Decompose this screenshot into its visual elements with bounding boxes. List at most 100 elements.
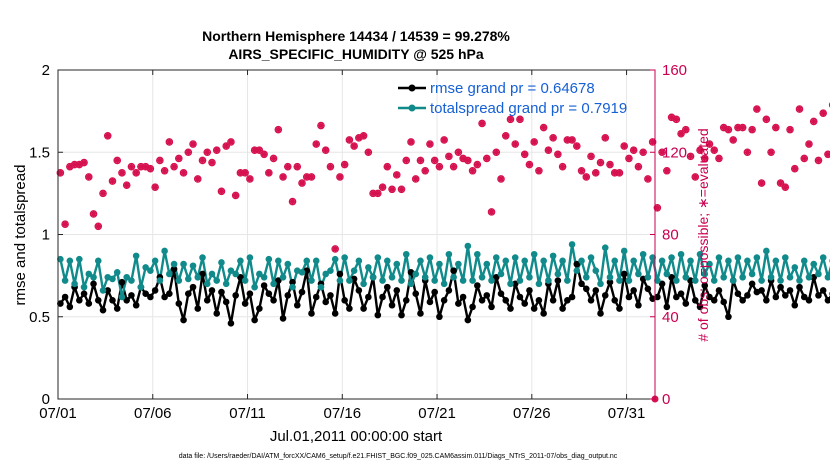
obs-evaluated-marker — [146, 165, 154, 173]
totalspread-point — [275, 257, 282, 265]
totalspread-point — [748, 270, 756, 278]
obs-evaluated-marker — [402, 157, 410, 164]
totalspread-point — [180, 260, 187, 268]
obs-evaluated-marker — [274, 126, 282, 134]
totalspread-point — [218, 259, 225, 266]
y-tick-label-right: 160 — [662, 62, 687, 79]
obs-evaluated-marker — [796, 105, 803, 113]
obs-evaluated-marker — [345, 136, 353, 144]
obs-evaluated-marker — [502, 132, 510, 140]
obs-evaluated-marker — [805, 140, 813, 148]
rmse-point — [620, 270, 628, 278]
obs-evaluated-asterisk — [156, 157, 164, 164]
totalspread-point — [824, 273, 830, 281]
rmse-point — [109, 297, 116, 304]
totalspread-point — [630, 257, 637, 265]
x-axis-label: Jul.01,2011 00:00:00 start — [270, 428, 443, 445]
totalspread-point — [398, 277, 405, 284]
obs-evaluated-asterisk — [137, 163, 145, 171]
y-tick-label-left: 2 — [42, 62, 50, 79]
totalspread-point — [57, 255, 64, 263]
obs-evaluated-marker — [312, 140, 320, 148]
obs-evaluated-marker — [649, 138, 657, 146]
obs-evaluated-asterisk — [781, 183, 789, 191]
totalspread-point — [312, 257, 320, 265]
obs-evaluated-marker — [232, 192, 240, 199]
obs-evaluated-marker — [308, 173, 315, 181]
obs-evaluated-asterisk — [75, 161, 83, 168]
rmse-point — [739, 297, 746, 304]
totalspread-point — [677, 250, 685, 258]
obs-evaluated-asterisk — [469, 167, 476, 175]
obs-evaluated-marker — [743, 148, 751, 156]
obs-evaluated-asterisk — [165, 138, 173, 146]
rmse-point — [132, 301, 140, 309]
obs-evaluated-marker — [473, 161, 481, 168]
y-tick-label-right: 120 — [662, 144, 687, 161]
totalspread-point — [649, 254, 656, 261]
rmse-point — [118, 278, 126, 286]
totalspread-point — [819, 254, 827, 261]
obs-evaluated-asterisk — [478, 120, 486, 127]
obs-evaluated-marker — [170, 163, 178, 171]
totalspread-point — [502, 257, 510, 265]
obs-evaluated-asterisk — [445, 152, 453, 160]
obs-evaluated-asterisk — [379, 183, 386, 191]
rmse-point — [772, 293, 780, 301]
obs-evaluated-asterisk — [582, 173, 590, 181]
obs-evaluated-asterisk — [549, 134, 557, 142]
obs-evaluated-asterisk — [450, 163, 458, 171]
rmse-point — [696, 303, 704, 311]
obs-evaluated-asterisk — [241, 169, 249, 177]
rmse-point — [701, 282, 709, 289]
obs-evaluated-marker — [379, 183, 386, 191]
obs-evaluated-marker — [293, 163, 301, 171]
totalspread-point — [199, 254, 206, 261]
obs-evaluated-asterisk — [161, 167, 169, 175]
obs-evaluated-marker — [696, 146, 704, 154]
rmse-point — [431, 288, 438, 296]
rmse-point — [85, 300, 93, 307]
totalspread-point — [554, 270, 562, 278]
obs-evaluated-asterisk — [635, 163, 642, 171]
obs-evaluated-marker — [568, 136, 576, 144]
rmse-point — [189, 283, 197, 291]
rmse-point — [611, 297, 619, 304]
obs-evaluated-asterisk — [393, 171, 401, 179]
rmse-point — [800, 293, 808, 301]
totalspread-point — [436, 260, 443, 268]
obs-evaluated-marker — [578, 167, 585, 175]
obs-evaluated-asterisk — [824, 150, 830, 158]
obs-evaluated-asterisk — [80, 159, 88, 166]
totalspread-point — [194, 273, 202, 281]
totalspread-point — [710, 277, 718, 284]
rmse-point — [521, 300, 529, 307]
rmse-point — [213, 310, 221, 317]
totalspread-point — [208, 270, 216, 278]
obs-evaluated-marker — [677, 130, 685, 138]
obs-evaluated-asterisk — [128, 163, 135, 171]
totalspread-point — [791, 264, 799, 271]
x-tick-label: 07/01 — [39, 405, 77, 422]
obs-evaluated-marker — [350, 142, 358, 150]
obs-evaluated-asterisk — [360, 132, 368, 140]
totalspread-point — [417, 257, 424, 265]
totalspread-point — [739, 273, 746, 281]
totalspread-point — [222, 280, 230, 288]
obs-evaluated-asterisk — [246, 175, 254, 183]
totalspread-point — [521, 257, 529, 265]
obs-evaluated-marker — [459, 155, 467, 162]
rmse-point — [464, 316, 472, 324]
rmse-point — [312, 293, 320, 301]
totalspread-point — [237, 257, 244, 265]
obs-evaluated-asterisk — [573, 142, 581, 150]
totalspread-point — [478, 273, 486, 281]
totalspread-point — [298, 269, 306, 276]
obs-evaluated-asterisk — [270, 155, 277, 162]
obs-evaluated-asterisk — [175, 155, 183, 162]
obs-evaluated-marker — [706, 140, 713, 148]
obs-evaluated-asterisk — [90, 210, 97, 218]
obs-evaluated-marker — [61, 220, 69, 228]
obs-evaluated-asterisk — [815, 157, 822, 164]
totalspread-point — [734, 254, 742, 261]
